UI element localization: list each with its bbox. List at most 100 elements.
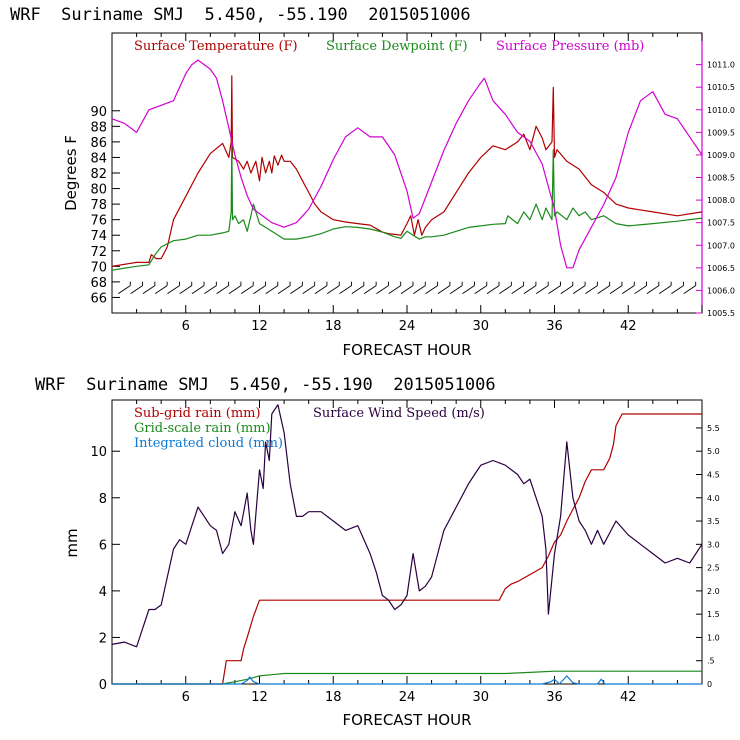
series-line-3	[111, 404, 703, 648]
wind-barb	[228, 285, 242, 295]
wind-barb	[277, 285, 291, 295]
y-tick-label: 68	[90, 276, 107, 291]
y-tick-label: 80	[90, 183, 107, 198]
y2-tick-label: 2.5	[707, 564, 720, 573]
wind-barb	[634, 285, 647, 295]
chart-1-x-label: FORECAST HOUR	[342, 341, 471, 359]
wind-barb	[622, 285, 635, 295]
y2-tick-label: 1006.5	[707, 264, 735, 273]
x-tick-label: 42	[620, 690, 637, 705]
y2-tick-label: 5.0	[707, 447, 720, 456]
x-tick-label: 18	[325, 319, 342, 334]
wind-barb	[499, 285, 512, 295]
y-tick-label: 6	[99, 538, 107, 553]
series-line-1	[111, 141, 703, 271]
x-tick-label: 12	[251, 319, 268, 334]
legend-surface-pressure: Surface Pressure (mb)	[496, 39, 644, 54]
y-tick-label: 8	[99, 492, 107, 507]
wind-barb	[609, 285, 623, 295]
y2-tick-label: 1008.0	[707, 196, 735, 205]
wind-barb	[486, 285, 500, 295]
wind-barb	[683, 285, 696, 295]
y2-tick-label: 1010.0	[707, 106, 735, 115]
y2-tick-label: 2.0	[707, 587, 720, 596]
y2-tick-label: 3.0	[707, 540, 720, 549]
wind-barb	[511, 285, 524, 295]
y2-tick-label: 1006.0	[707, 286, 735, 295]
y2-tick-label: 3.5	[707, 517, 720, 526]
wind-barb	[585, 285, 598, 295]
chart-temperature: WRF Suriname SMJ 5.450, -55.190 20150510…	[10, 5, 735, 359]
chart-1-frame	[111, 32, 703, 314]
wind-barb	[179, 285, 192, 295]
y2-tick-label: 1.5	[707, 610, 720, 619]
wind-barb	[290, 285, 303, 295]
wind-barb	[535, 285, 549, 295]
legend-surface-dewpoint: Surface Dewpoint (F)	[326, 39, 468, 54]
y2-tick-label: 1008.5	[707, 174, 735, 183]
wind-barb	[351, 285, 365, 295]
x-tick-label: 24	[399, 319, 416, 334]
wind-barb	[560, 285, 574, 295]
x-tick-label: 24	[399, 690, 416, 705]
y2-tick-label: 1010.5	[707, 83, 735, 92]
wind-barb	[253, 285, 266, 295]
series-line-0	[112, 413, 702, 685]
x-tick-label: 12	[251, 690, 268, 705]
wind-barb	[204, 285, 217, 295]
y-tick-label: 72	[90, 245, 107, 260]
wind-barb	[388, 285, 401, 295]
legend-grid-scale-rain: Grid-scale rain (mm)	[134, 421, 271, 436]
wind-barb	[449, 285, 463, 295]
wind-barb	[302, 285, 315, 295]
wind-barb	[425, 285, 438, 295]
chart-1-y2-ticks: 1005.5 1006.0 1006.5 1007.0 1007.5 1008.0 1008…	[696, 61, 735, 318]
chart-2-y2-ticks: 0 .5 1.0 1.5 2.0 2.5 3.0 3.5 4.0 4.5 5.0 5.5	[696, 424, 720, 689]
y-tick-label: 2	[99, 631, 107, 646]
y2-tick-label: 1.0	[707, 633, 720, 642]
chart-2-y-label: mm	[63, 528, 81, 557]
y-tick-label: 76	[90, 214, 107, 229]
chart-1-y-label: Degrees F	[62, 135, 80, 211]
wind-barb	[548, 285, 561, 295]
wind-barb	[646, 285, 660, 295]
series-line-0	[111, 75, 703, 267]
wind-barb	[265, 285, 279, 295]
chart-2-title: WRF Suriname SMJ 5.450, -55.190 20150510…	[35, 375, 496, 395]
legend-sub-grid-rain: Sub-grid rain (mm)	[134, 406, 261, 421]
chart-1-title: WRF Suriname SMJ 5.450, -55.190 20150510…	[10, 5, 471, 25]
y-tick-label: 86	[90, 136, 107, 151]
y-tick-label: 4	[99, 585, 107, 600]
wind-barb	[572, 285, 586, 295]
wind-barb	[118, 285, 131, 295]
y2-tick-label: 5.5	[707, 424, 720, 433]
y-tick-label: 84	[90, 151, 107, 166]
y-tick-label: 90	[90, 105, 107, 120]
wind-barb	[327, 285, 340, 295]
wind-barb	[216, 285, 229, 295]
wind-barb	[314, 285, 328, 295]
chart-1-series	[111, 59, 703, 271]
wind-barb	[376, 285, 389, 295]
series-line-2	[111, 59, 703, 269]
y-tick-label: 10	[90, 445, 107, 460]
y-tick-label: 0	[99, 678, 107, 693]
wind-barb	[523, 285, 537, 295]
x-tick-label: 42	[620, 319, 637, 334]
chart-2-x-ticks: 6 12 18 24 30 36 42	[111, 400, 703, 705]
y-tick-label: 66	[90, 291, 107, 306]
y2-tick-label: 1009.0	[707, 151, 735, 160]
wind-barb	[437, 285, 451, 295]
y-tick-label: 78	[90, 198, 107, 213]
legend-integrated-cloud: Integrated cloud (mm)	[134, 436, 283, 451]
wind-barb	[597, 285, 610, 295]
chart-2-series	[111, 404, 703, 685]
y2-tick-label: 4.0	[707, 494, 720, 503]
y2-tick-label: 0	[707, 680, 712, 689]
legend-surface-temperature: Surface Temperature (F)	[134, 39, 298, 54]
series-line-1	[112, 670, 702, 685]
series-line-2	[112, 675, 702, 685]
x-tick-label: 6	[182, 690, 190, 705]
